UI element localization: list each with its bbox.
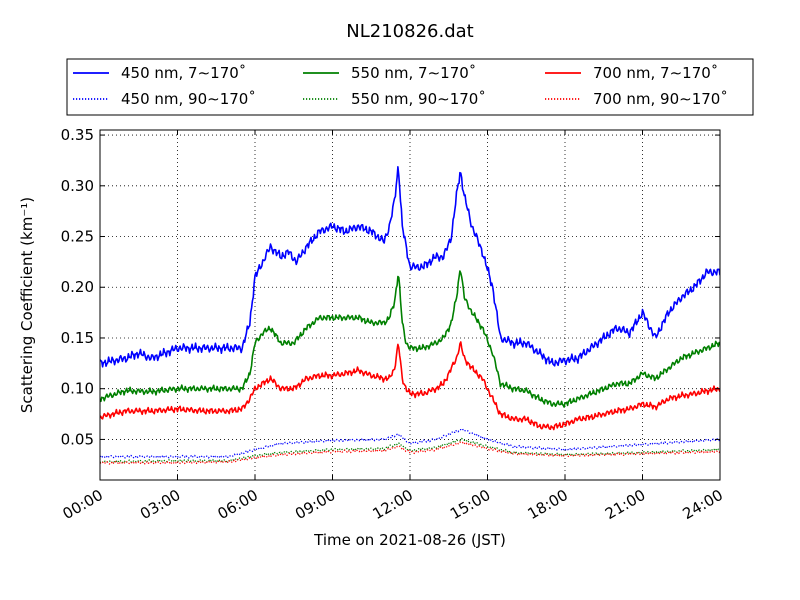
series-line-0 <box>100 166 720 368</box>
y-tick-label: 0.30 <box>61 177 94 195</box>
x-tick-label: 12:00 <box>370 486 416 523</box>
legend: 450 nm, 7∼170˚ 550 nm, 7∼170˚ 700 nm, 7∼17… <box>66 58 754 116</box>
y-axis-label: Scattering Coefficient (km⁻¹) <box>18 197 36 413</box>
x-axis-label: Time on 2021-08-26 (JST) <box>313 531 506 549</box>
legend-label-5: 700 nm, 90∼170˚ <box>593 90 728 108</box>
y-tick-label: 0.25 <box>61 228 94 246</box>
legend-label-3: 550 nm, 90∼170˚ <box>351 90 486 108</box>
x-tick-label: 21:00 <box>602 486 648 523</box>
y-tick-label: 0.10 <box>61 380 94 398</box>
grid <box>100 130 720 480</box>
x-tick-label: 09:00 <box>292 486 338 523</box>
x-tick-label: 18:00 <box>525 486 571 523</box>
x-tick-label: 15:00 <box>447 486 493 523</box>
legend-box <box>66 58 754 116</box>
legend-label-2: 550 nm, 7∼170˚ <box>351 64 476 82</box>
y-tick-label: 0.20 <box>61 278 94 296</box>
series-line-5 <box>100 441 720 465</box>
series-line-1 <box>100 428 720 459</box>
series-group <box>100 166 720 465</box>
chart-title: NL210826.dat <box>346 21 473 42</box>
series-line-4 <box>100 341 720 431</box>
x-tick-label: 03:00 <box>137 486 183 523</box>
legend-label-0: 450 nm, 7∼170˚ <box>121 64 246 82</box>
x-tick-label: 24:00 <box>680 486 726 523</box>
y-tick-label: 0.15 <box>61 329 94 347</box>
legend-label-4: 700 nm, 7∼170˚ <box>593 64 718 82</box>
y-tick-label: 0.35 <box>61 126 94 144</box>
legend-label-1: 450 nm, 90∼170˚ <box>121 90 256 108</box>
series-line-2 <box>100 270 720 408</box>
y-tick-label: 0.05 <box>61 430 94 448</box>
x-tick-label: 00:00 <box>60 486 106 523</box>
x-tick-label: 06:00 <box>215 486 261 523</box>
